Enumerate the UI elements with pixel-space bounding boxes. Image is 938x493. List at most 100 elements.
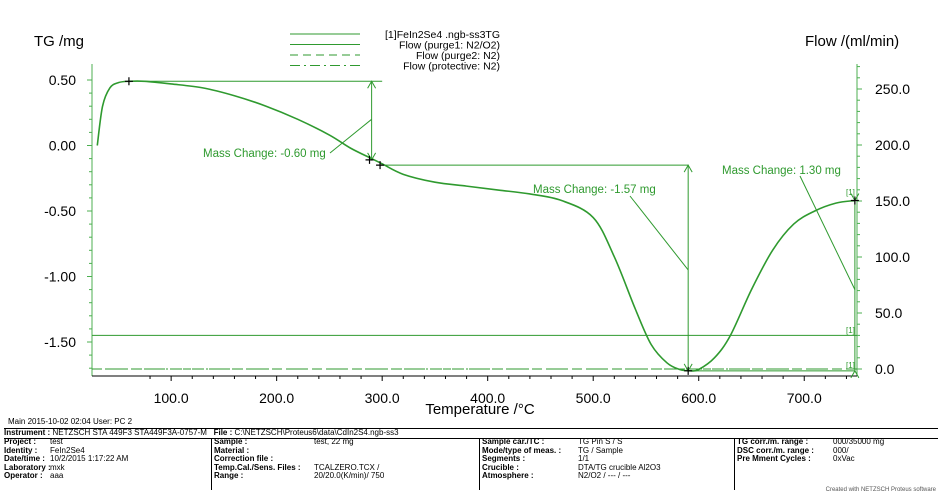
info-column-4: TG corr./m. range :000/35000 mg DSC corr.… xyxy=(737,437,884,481)
tg-curve xyxy=(96,80,855,372)
x-tick-label: 100.0 xyxy=(154,390,189,406)
info-value: FeIn2Se4 xyxy=(50,445,85,455)
info-row: Sample : test, 22 mg xyxy=(214,437,384,447)
divider xyxy=(211,438,212,490)
info-key: Sample : xyxy=(214,437,248,446)
info-value: TG / Sample xyxy=(578,445,623,455)
info-key: Date/time : xyxy=(4,454,45,464)
annotation-lines xyxy=(128,80,860,379)
info-value: TG Pin S / S xyxy=(578,437,623,446)
arrow-head xyxy=(367,80,377,89)
info-value: mxk xyxy=(50,462,65,472)
info-key: Temp.Cal./Sens. Files : xyxy=(214,462,301,472)
x-tick-label: 600.0 xyxy=(681,390,716,406)
x-axis-title: Temperature /°C xyxy=(425,401,535,418)
info-row: Mode/type of meas. : TG / Sample xyxy=(482,445,661,456)
info-value: test, 22 mg xyxy=(314,437,354,446)
mass-change-label: Mass Change: -1.57 mg xyxy=(533,184,656,196)
data-marker xyxy=(684,366,693,375)
info-key: Sample car./TC : xyxy=(482,437,545,446)
info-value: 0xVac xyxy=(833,454,855,464)
legend-label: Flow (purge1: N2/O2) xyxy=(399,40,500,52)
info-value: test xyxy=(50,437,63,446)
y-right-tick-label: 250.0 xyxy=(875,81,910,97)
info-value: aaa xyxy=(50,471,64,481)
y-axis-title-right: Flow /(ml/min) xyxy=(805,33,899,50)
info-key: Project : xyxy=(4,437,37,446)
x-tick-label: 400.0 xyxy=(470,390,505,406)
info-value: 1/1 xyxy=(578,454,590,464)
info-row: Crucible : DTA/TG crucible Al2O3 xyxy=(482,462,661,473)
data-marker xyxy=(124,77,133,86)
y-right-tick-label: 150.0 xyxy=(875,193,910,209)
annotation-leader xyxy=(329,118,372,154)
info-table: Instrument : NETZSCH STA 449F3 STA449F3A… xyxy=(4,428,938,490)
mass-change-label: Mass Change: -0.60 mg xyxy=(203,148,326,160)
info-row: Temp.Cal./Sens. Files : TCALZERO.TCX / xyxy=(214,462,384,473)
tg-chart: TG /mg Flow /(ml/min) Temperature /°C 100.0… xyxy=(34,29,910,418)
legend-label: Flow (protective: N2) xyxy=(403,61,500,73)
legend-label: [1]FeIn2Se4 .ngb-ss3TG xyxy=(385,29,500,41)
info-row: Sample car./TC : TG Pin S / S xyxy=(482,437,661,447)
chart-labels: TG /mg Flow /(ml/min) Temperature /°C 100.0… xyxy=(34,33,910,418)
info-row: Correction file : xyxy=(214,455,384,464)
arrow-head xyxy=(683,164,693,173)
created-with-note: Created with NETZSCH Proteus software xyxy=(825,487,936,493)
y-right-tick-label: 0.0 xyxy=(875,361,895,377)
y-axis-title-left: TG /mg xyxy=(34,33,84,50)
data-marker xyxy=(850,196,859,205)
info-key: Material : xyxy=(214,445,250,455)
y-left-tick-label: -1.50 xyxy=(44,334,76,350)
file-label: File : xyxy=(213,428,233,437)
info-row: Identity : FeIn2Se4 xyxy=(4,445,128,456)
instrument-value: NETZSCH STA 449F3 STA449F3A-0757-M xyxy=(52,428,207,437)
info-column-1: Project : test Identity : FeIn2Se4 Date/time… xyxy=(4,437,129,481)
arrow-head xyxy=(850,369,860,379)
info-row: Range : 20/20.0(K/min)/ 750 xyxy=(214,472,384,481)
info-column-2: Sample : test, 22 mg Material : Correction … xyxy=(214,437,384,481)
info-key: Identity : xyxy=(4,445,38,455)
y-right-tick-label: 100.0 xyxy=(875,249,910,265)
info-key: Atmosphere : xyxy=(482,471,534,481)
info-row: DSC corr./m. range : 000/ xyxy=(737,446,884,456)
chart-markers xyxy=(124,77,859,375)
info-row: Project : test xyxy=(4,437,128,447)
mass-change-label: Mass Change: 1.30 mg xyxy=(722,165,841,177)
y-left-tick-label: -0.50 xyxy=(44,203,76,219)
x-tick-label: 300.0 xyxy=(365,390,400,406)
info-key: Correction file : xyxy=(214,454,274,464)
info-column-3: Sample car./TC : TG Pin S / S Mode/type of… xyxy=(482,437,661,481)
info-key: Mode/type of meas. : xyxy=(482,445,562,455)
info-key: Crucible : xyxy=(482,462,519,472)
info-row: Atmosphere : N2/O2 / --- / --- xyxy=(482,472,661,481)
info-row: Segments : 1/1 xyxy=(482,454,661,464)
series-end-label: [1] xyxy=(846,361,855,370)
info-row: TG corr./m. range : 000/35000 mg xyxy=(737,437,884,447)
info-value: 20/20.0(K/min)/ 750 xyxy=(314,471,385,481)
file-value: C:\NETZSCH\Proteus6\data\CdIn2S4.ngb-ss3 xyxy=(234,428,399,437)
legend-label: Flow (purge2: N2) xyxy=(416,50,500,62)
info-key: Pre Mment Cycles : xyxy=(737,454,811,464)
main-user-line: Main 2015-10-02 02:04 User: PC 2 xyxy=(8,417,133,426)
info-row xyxy=(737,472,884,481)
info-row xyxy=(737,464,884,473)
divider xyxy=(479,438,480,490)
chart-axes xyxy=(87,64,862,381)
info-value: TCALZERO.TCX / xyxy=(314,462,380,472)
data-marker xyxy=(365,155,374,164)
y-left-tick-label: 0.00 xyxy=(49,138,76,154)
info-key: Laboratory : xyxy=(4,462,51,472)
y-right-tick-label: 200.0 xyxy=(875,137,910,153)
info-value: 10/2/2015 1:17:22 AM xyxy=(50,454,129,464)
info-key: Segments : xyxy=(482,454,526,464)
info-row: Material : xyxy=(214,445,384,456)
annotation-leader xyxy=(799,175,856,290)
y-left-tick-label: -1.00 xyxy=(44,269,76,285)
chart-series xyxy=(92,80,857,372)
x-tick-label: 200.0 xyxy=(259,390,294,406)
y-right-tick-label: 50.0 xyxy=(875,305,902,321)
data-marker xyxy=(376,161,385,170)
info-row: Pre Mment Cycles : 0xVac xyxy=(737,454,884,464)
info-key: TG corr./m. range : xyxy=(737,437,809,446)
annotation-leader xyxy=(629,195,689,271)
